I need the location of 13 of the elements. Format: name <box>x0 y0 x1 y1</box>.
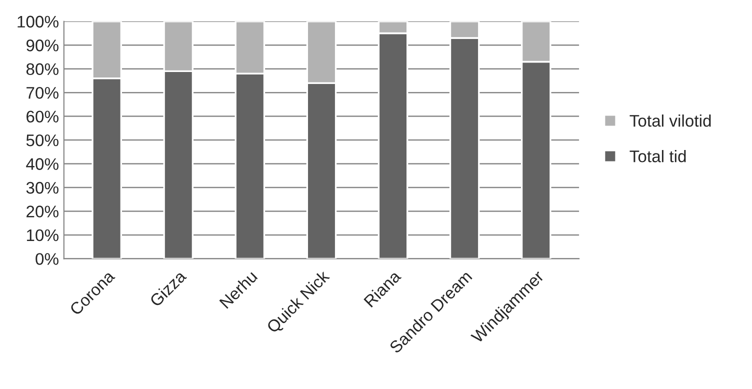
y-tick-label: 80% <box>26 63 58 76</box>
y-tick-label: 90% <box>26 40 58 52</box>
y-tick-label: 10% <box>26 229 58 242</box>
y-tick-label: 20% <box>26 206 58 218</box>
y-tick-label: 0% <box>36 253 58 265</box>
legend-label: Total vilotid <box>630 114 711 127</box>
legend-label: Total tid <box>630 150 686 162</box>
y-tick-label: 40% <box>26 158 58 170</box>
y-tick-label: 70% <box>26 86 58 99</box>
y-tick-label: 30% <box>26 182 58 194</box>
y-tick-label: 50% <box>26 134 58 146</box>
y-tick-label: 60% <box>26 110 58 123</box>
y-tick-label: 100% <box>18 16 58 28</box>
